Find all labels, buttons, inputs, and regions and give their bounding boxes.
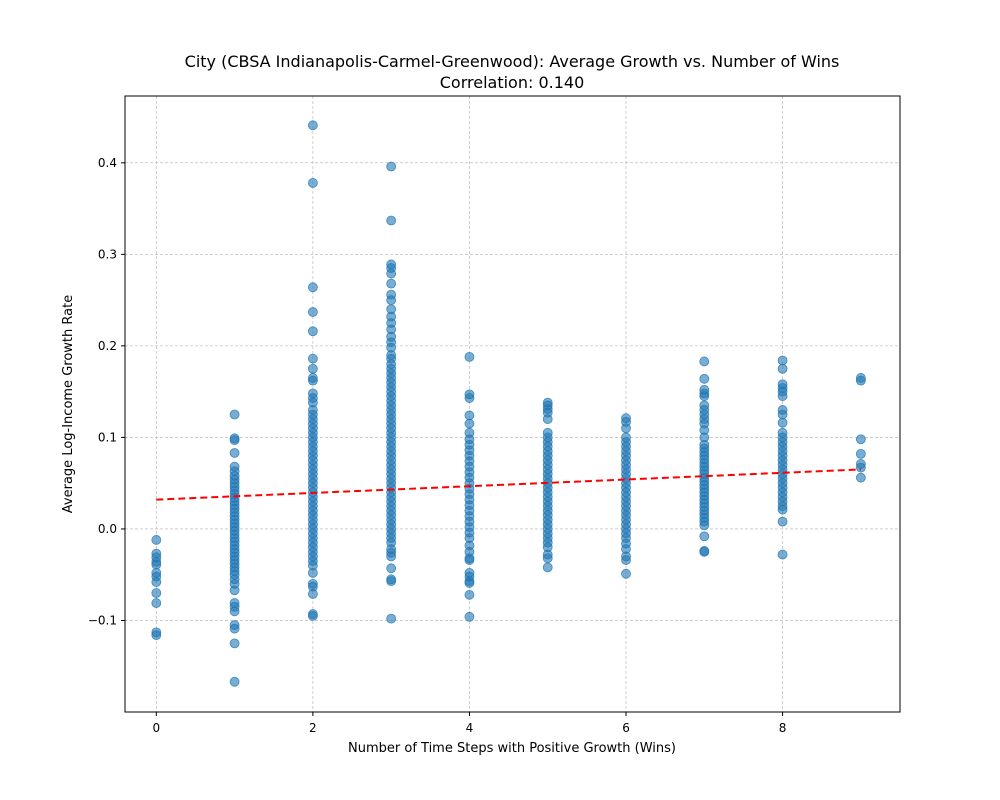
scatter-point — [151, 559, 162, 570]
scatter-point — [777, 516, 788, 527]
scatter-point — [307, 567, 318, 578]
scatter-point — [542, 553, 553, 564]
x-tick-label: 8 — [779, 721, 787, 735]
scatter-point — [307, 120, 318, 131]
scatter-point — [229, 435, 240, 446]
scatter-point — [386, 576, 397, 587]
scatter-point — [386, 295, 397, 306]
scatter-point — [777, 417, 788, 428]
scatter-point — [307, 307, 318, 317]
scatter-point — [386, 161, 397, 172]
scatter-point — [307, 589, 318, 599]
scatter-point — [151, 598, 162, 608]
x-tick-label: 4 — [466, 721, 474, 735]
scatter-point — [229, 676, 240, 687]
scatter-point — [464, 418, 475, 429]
scatter-point — [777, 391, 788, 402]
y-axis-label: Average Log-Income Growth Rate — [61, 295, 76, 513]
chart-title: City (CBSA Indianapolis-Carmel-Greenwood… — [185, 52, 840, 71]
scatter-point — [621, 555, 631, 565]
scatter-point — [777, 409, 788, 420]
scatter-point — [855, 448, 866, 459]
scatter-point — [307, 282, 318, 293]
scatter-point — [307, 326, 318, 337]
scatter-point — [151, 577, 162, 587]
y-tick-label: 0.0 — [98, 522, 117, 536]
scatter-point — [777, 355, 788, 366]
scatter-point — [307, 363, 318, 374]
scatter-point — [699, 531, 710, 542]
scatter-point — [777, 549, 788, 560]
x-tick-label: 0 — [152, 721, 160, 735]
scatter-point — [464, 410, 475, 421]
scatter-point — [542, 414, 553, 425]
scatter-point — [621, 568, 631, 579]
scatter-point — [699, 373, 710, 384]
scatter-point — [151, 588, 162, 598]
scatter-point — [307, 375, 318, 386]
scatter-point — [386, 613, 397, 624]
scatter-point — [855, 434, 866, 445]
scatter-point — [699, 356, 710, 367]
scatter-point — [386, 215, 397, 226]
scatter-point — [464, 555, 475, 565]
scatter-point — [307, 353, 318, 364]
scatter-point — [777, 504, 788, 515]
scatter-point — [777, 363, 788, 374]
scatter-point — [621, 423, 631, 434]
x-tick-label: 6 — [622, 721, 630, 735]
x-tick-label: 2 — [309, 721, 317, 735]
scatter-point — [386, 268, 397, 279]
scatter-point — [307, 610, 318, 621]
trend-line — [156, 468, 861, 501]
y-tick-label: −0.1 — [88, 613, 117, 627]
scatter-point — [464, 393, 475, 403]
scatter-point — [151, 630, 162, 641]
y-tick-label: 0.2 — [98, 339, 117, 353]
scatter-point — [151, 535, 162, 545]
scatter-point — [229, 606, 240, 617]
scatter-point — [229, 409, 240, 420]
x-axis-label: Number of Time Steps with Positive Growt… — [348, 741, 676, 756]
scatter-point — [307, 178, 318, 188]
scatter-point — [229, 448, 240, 458]
scatter-point — [386, 563, 397, 574]
scatter-point — [229, 623, 240, 634]
scatter-point — [855, 375, 866, 386]
scatter-point — [464, 611, 475, 622]
scatter-point — [386, 278, 397, 289]
chart-subtitle: Correlation: 0.140 — [440, 73, 585, 92]
scatter-point — [386, 551, 397, 562]
y-tick-label: 0.1 — [98, 430, 117, 444]
axis-ticks: 0 2 4 6 8 −0.1 0.0 0.1 0.2 0.3 0.4 — [88, 156, 787, 735]
scatter-point — [855, 462, 866, 473]
scatter-point — [464, 589, 475, 600]
scatter-point — [699, 520, 710, 531]
scatter-point — [699, 546, 710, 557]
y-tick-label: 0.4 — [98, 156, 117, 170]
y-tick-label: 0.3 — [98, 247, 117, 261]
plot-area-frame — [124, 95, 901, 713]
scatter-point — [464, 578, 475, 588]
scatter-point — [855, 472, 866, 483]
scatter-point — [229, 585, 240, 596]
scatter-point — [464, 351, 475, 362]
scatter-point — [542, 562, 553, 573]
grid-lines — [125, 96, 900, 712]
data-points — [151, 120, 866, 687]
scatter-point — [699, 391, 710, 402]
scatter-point — [229, 638, 240, 649]
